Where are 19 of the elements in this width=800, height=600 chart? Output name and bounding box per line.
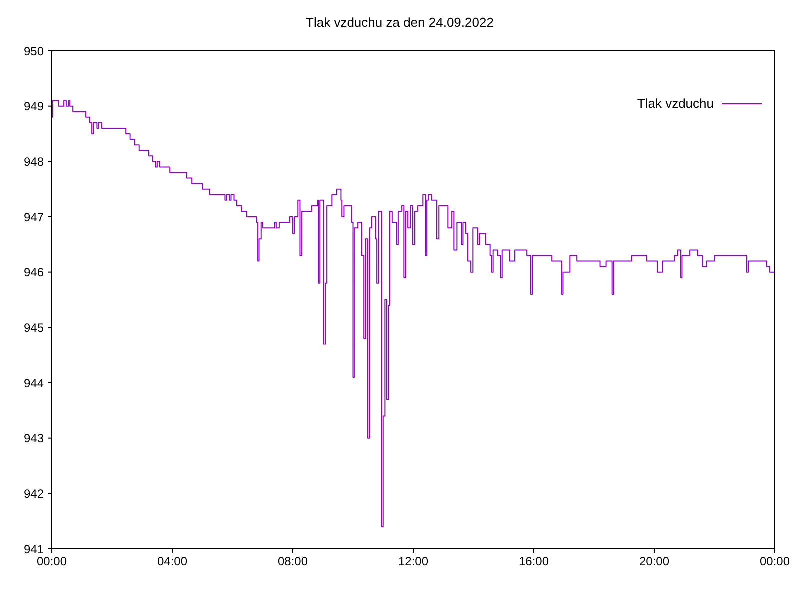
y-tick-label: 945 <box>24 320 44 335</box>
y-tick-label: 950 <box>24 44 44 58</box>
y-tick-label: 946 <box>24 266 44 280</box>
y-tick-label: 944 <box>24 376 44 390</box>
y-tick-label: 947 <box>24 210 44 224</box>
y-tick-label: 942 <box>24 486 44 501</box>
x-tick-label: 20:00 <box>639 554 670 569</box>
x-tick-label: 00:00 <box>760 554 790 569</box>
legend-label: Tlak vzduchu <box>637 96 714 111</box>
x-tick-label: 12:00 <box>398 554 429 569</box>
x-tick-label: 08:00 <box>278 554 308 569</box>
chart-title: Tlak vzduchu za den 24.09.2022 <box>305 14 495 32</box>
x-tick-label: 00:00 <box>36 554 68 569</box>
x-tick-label: 16:00 <box>518 554 550 569</box>
y-tick-label: 949 <box>24 100 44 114</box>
x-tick-label: 04:00 <box>157 554 188 569</box>
y-tick-label: 948 <box>24 154 44 169</box>
y-tick-label: 943 <box>24 432 44 446</box>
y-tick-label: 941 <box>24 542 44 556</box>
